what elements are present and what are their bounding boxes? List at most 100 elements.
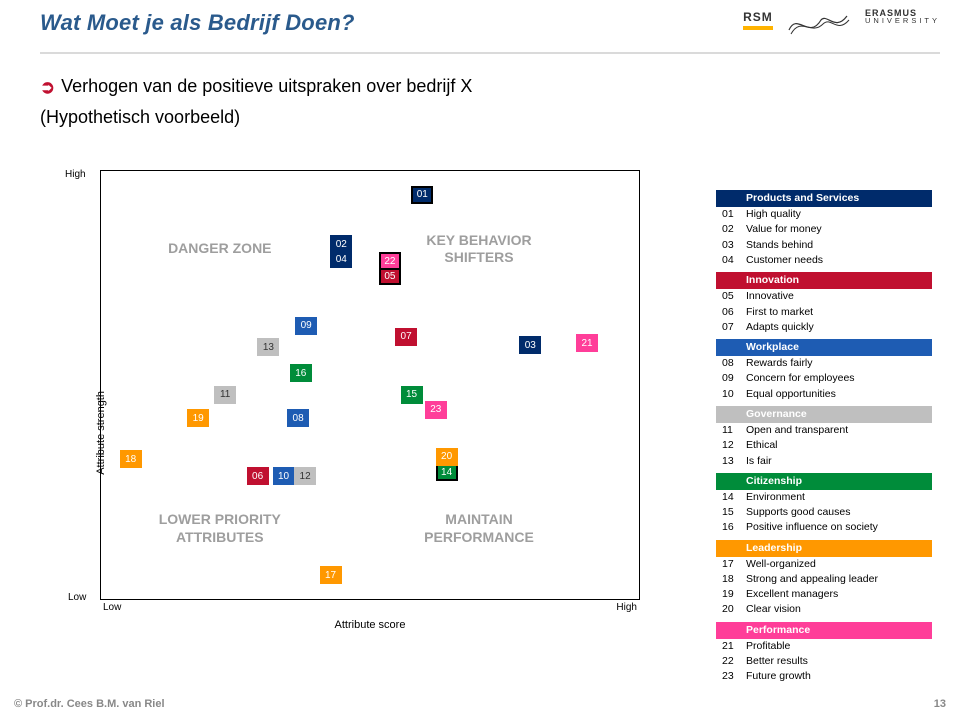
legend-item: 19Excellent managers xyxy=(716,587,932,602)
copyright: © Prof.dr. Cees B.M. van Riel xyxy=(14,698,165,710)
legend-item-num: 18 xyxy=(722,572,746,587)
title-rule xyxy=(40,52,940,54)
y-axis-label: Attribute strength xyxy=(95,391,107,475)
legend-item-num: 21 xyxy=(722,639,746,654)
legend: Products and Services01High quality02Val… xyxy=(716,186,932,685)
legend-group-header: Performance xyxy=(716,622,932,639)
data-point-01: 01 xyxy=(411,186,433,204)
data-point-21: 21 xyxy=(576,334,598,352)
data-point-11: 11 xyxy=(214,386,236,404)
legend-item-label: Open and transparent xyxy=(746,423,926,438)
legend-item-num: 23 xyxy=(722,669,746,684)
legend-item: 23Future growth xyxy=(716,669,932,684)
legend-item-num: 13 xyxy=(722,454,746,469)
legend-group-header: Leadership xyxy=(716,540,932,557)
legend-item-label: Equal opportunities xyxy=(746,387,926,402)
logo-group: RSM ERASMUS UNIVERSITY xyxy=(743,10,940,40)
data-point-07: 07 xyxy=(395,328,417,346)
chart-wrap: High Low Low High Attribute strength Att… xyxy=(60,170,660,660)
legend-item: 11Open and transparent xyxy=(716,423,932,438)
legend-item-num: 08 xyxy=(722,356,746,371)
data-point-18: 18 xyxy=(120,450,142,468)
scatter-chart: High Low Low High Attribute strength Att… xyxy=(100,170,640,600)
legend-item-num: 10 xyxy=(722,387,746,402)
legend-item-num: 06 xyxy=(722,305,746,320)
legend-group-header: Governance xyxy=(716,406,932,423)
data-point-09: 09 xyxy=(295,317,317,335)
legend-item-label: Rewards fairly xyxy=(746,356,926,371)
legend-item: 04Customer needs xyxy=(716,253,932,268)
y-axis-high: High xyxy=(65,169,86,180)
legend-item: 15Supports good causes xyxy=(716,505,932,520)
legend-item: 08Rewards fairly xyxy=(716,356,932,371)
legend-group-header: Innovation xyxy=(716,272,932,289)
data-point-15: 15 xyxy=(401,386,423,404)
legend-item-label: Future growth xyxy=(746,669,926,684)
quadrant-label: KEY BEHAVIOR xyxy=(426,232,531,248)
legend-item-num: 15 xyxy=(722,505,746,520)
data-point-19: 19 xyxy=(187,409,209,427)
legend-item-label: Stands behind xyxy=(746,238,926,253)
legend-item-num: 17 xyxy=(722,557,746,572)
legend-item: 12Ethical xyxy=(716,438,932,453)
legend-item-num: 01 xyxy=(722,207,746,222)
legend-item-num: 05 xyxy=(722,289,746,304)
legend-item: 17Well-organized xyxy=(716,557,932,572)
legend-item-label: Concern for employees xyxy=(746,371,926,386)
legend-item-label: First to market xyxy=(746,305,926,320)
page-number: 13 xyxy=(934,698,946,710)
legend-item: 21Profitable xyxy=(716,639,932,654)
data-point-16: 16 xyxy=(290,364,312,382)
legend-item: 18Strong and appealing leader xyxy=(716,572,932,587)
legend-item-num: 09 xyxy=(722,371,746,386)
x-axis-high: High xyxy=(616,602,637,613)
quadrant-label: SHIFTERS xyxy=(444,249,513,265)
legend-group-header: Products and Services xyxy=(716,190,932,207)
subhead: ➲ Verhogen van de positieve uitspraken o… xyxy=(40,76,940,128)
legend-item-label: Positive influence on society xyxy=(746,520,926,535)
quadrant-label: DANGER ZONE xyxy=(168,240,271,256)
legend-item-num: 11 xyxy=(722,423,746,438)
legend-item-num: 03 xyxy=(722,238,746,253)
data-point-13: 13 xyxy=(257,338,279,356)
legend-item-num: 22 xyxy=(722,654,746,669)
data-point-22: 22 xyxy=(379,252,401,270)
legend-item-num: 02 xyxy=(722,222,746,237)
legend-item-label: Environment xyxy=(746,490,926,505)
data-point-06: 06 xyxy=(247,467,269,485)
legend-item-label: Adapts quickly xyxy=(746,320,926,335)
legend-item: 10Equal opportunities xyxy=(716,387,932,402)
legend-item-num: 04 xyxy=(722,253,746,268)
subhead-line1: ➲ Verhogen van de positieve uitspraken o… xyxy=(40,76,940,97)
header: Wat Moet je als Bedrijf Doen? RSM ERASMU… xyxy=(40,10,940,64)
legend-item: 13Is fair xyxy=(716,454,932,469)
data-point-23: 23 xyxy=(425,401,447,419)
legend-item: 20Clear vision xyxy=(716,602,932,617)
quadrant-label: PERFORMANCE xyxy=(424,529,534,545)
page-title: Wat Moet je als Bedrijf Doen? xyxy=(40,10,355,36)
legend-item-num: 12 xyxy=(722,438,746,453)
legend-item: 02Value for money xyxy=(716,222,932,237)
x-axis-label: Attribute score xyxy=(101,619,639,631)
legend-item: 03Stands behind xyxy=(716,238,932,253)
legend-item: 16Positive influence on society xyxy=(716,520,932,535)
legend-item-label: Value for money xyxy=(746,222,926,237)
arrow-right-icon: ➲ xyxy=(40,78,55,96)
legend-item-label: High quality xyxy=(746,207,926,222)
legend-item: 05Innovative xyxy=(716,289,932,304)
legend-item: 07Adapts quickly xyxy=(716,320,932,335)
legend-item: 06First to market xyxy=(716,305,932,320)
rsm-text: RSM xyxy=(743,10,773,24)
legend-item-num: 20 xyxy=(722,602,746,617)
legend-item-num: 19 xyxy=(722,587,746,602)
legend-item: 01High quality xyxy=(716,207,932,222)
legend-group-header: Workplace xyxy=(716,339,932,356)
legend-item: 09Concern for employees xyxy=(716,371,932,386)
data-point-12: 12 xyxy=(294,467,316,485)
legend-item-num: 16 xyxy=(722,520,746,535)
legend-item-label: Supports good causes xyxy=(746,505,926,520)
y-axis-low: Low xyxy=(68,592,86,603)
legend-item-label: Well-organized xyxy=(746,557,926,572)
data-point-04: 04 xyxy=(330,250,352,268)
quadrant-label: LOWER PRIORITY xyxy=(159,511,281,527)
